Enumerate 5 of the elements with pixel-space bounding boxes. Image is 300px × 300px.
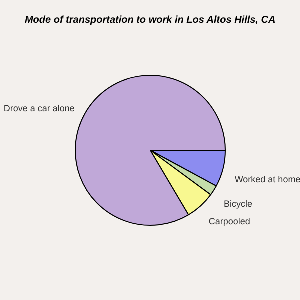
slice-label: Carpooled <box>208 216 250 227</box>
slice-label: Worked at home <box>234 174 300 184</box>
slice-label: Drove a car alone <box>4 103 75 114</box>
chart-title: Mode of transportation to work in Los Altos Hills, CA <box>24 15 276 26</box>
slice-label: Bicycle <box>224 199 252 210</box>
